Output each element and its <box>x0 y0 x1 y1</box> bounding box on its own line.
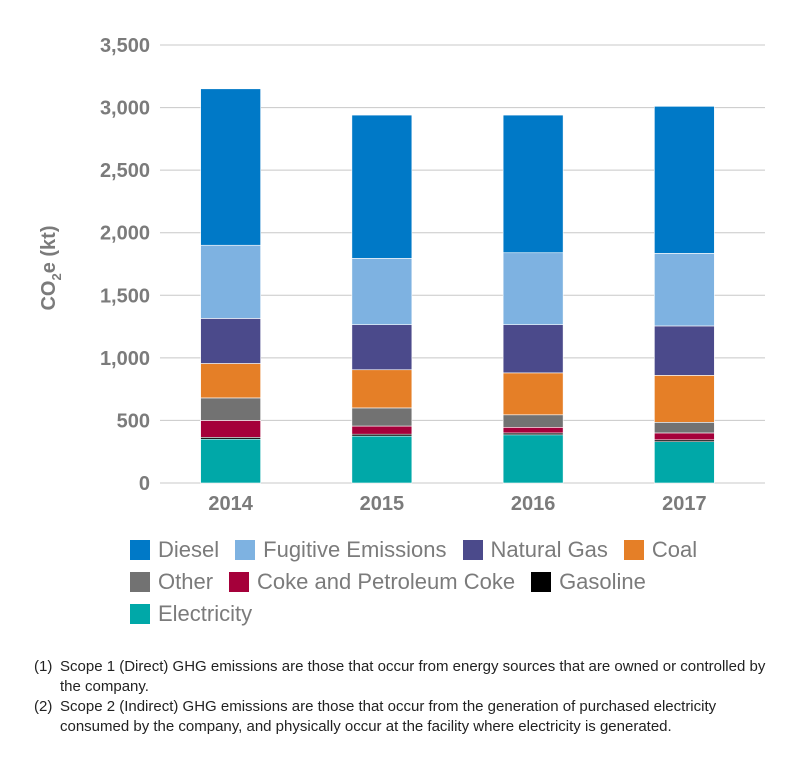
bar-segment-coke-and-petroleum-coke <box>654 432 715 441</box>
legend-item: Coke and Petroleum Coke <box>229 569 515 595</box>
legend-swatch <box>130 604 150 624</box>
x-axis-ticks: 2014 2015 2016 2017 <box>208 493 706 515</box>
bar-segment-electricity <box>502 434 564 484</box>
legend-swatch <box>130 540 150 560</box>
legend-item: Electricity <box>130 601 252 627</box>
legend-label: Electricity <box>158 601 253 626</box>
bar-segment-fugitive-emissions <box>654 253 715 327</box>
legend-swatch <box>229 572 250 592</box>
y-tick-label: 3,000 <box>100 98 150 120</box>
legend: Diesel Fugitive Emissions Natural Gas Coal O… <box>130 534 790 630</box>
legend-label: Coal <box>651 537 698 562</box>
bar-segment-natural-gas <box>654 325 715 376</box>
legend-row: Diesel Fugitive Emissions Natural Gas Coal <box>130 534 790 566</box>
x-tick-label: 2017 <box>662 493 707 515</box>
bar-segment-fugitive-emissions <box>502 252 564 325</box>
bar-segment-diesel <box>654 106 715 254</box>
legend-item: Coal <box>623 537 698 563</box>
footnote-2: (2) Scope 2 (Indirect) GHG emissions are… <box>34 697 774 737</box>
y-tick-label: 1,500 <box>100 285 150 307</box>
y-tick-label: 0 <box>139 473 150 495</box>
bar-segment-diesel <box>502 114 564 254</box>
legend-item: Fugitive Emissions <box>235 537 447 563</box>
legend-label: Gasoline <box>559 569 646 594</box>
y-tick-label: 3,500 <box>100 35 150 57</box>
bar-segment-other <box>502 414 564 428</box>
legend-swatch <box>235 540 256 560</box>
x-tick-label: 2016 <box>511 493 556 515</box>
bar-segment-coke-and-petroleum-coke <box>351 425 413 435</box>
bar-segment-electricity <box>200 438 261 484</box>
footnote-text: Scope 1 (Direct) GHG emissions are those… <box>60 658 766 695</box>
bar-segment-electricity <box>654 441 715 484</box>
bar-segment-natural-gas <box>502 324 564 374</box>
legend-label: Other <box>158 569 214 594</box>
legend-item: Other <box>130 569 213 595</box>
footnote-text: Scope 2 (Indirect) GHG emissions are tho… <box>60 698 717 735</box>
bar-segment-diesel <box>200 88 261 246</box>
legend-row: Electricity <box>130 598 790 630</box>
y-axis-label-subscript: 2 <box>49 273 64 280</box>
legend-item: Gasoline <box>531 569 646 595</box>
legend-label: Coke and Petroleum Coke <box>257 569 516 594</box>
bar-segment-coal <box>502 372 564 416</box>
legend-item: Natural Gas <box>462 537 608 563</box>
footnote-1: (1) Scope 1 (Direct) GHG emissions are t… <box>34 657 774 697</box>
y-tick-label: 500 <box>117 410 150 432</box>
legend-swatch <box>130 572 150 592</box>
legend-label: Diesel <box>158 537 220 562</box>
bar-segment-electricity <box>351 435 413 484</box>
bar-segment-coal <box>200 363 261 399</box>
bar-segment-natural-gas <box>200 318 261 364</box>
footnotes: (1) Scope 1 (Direct) GHG emissions are t… <box>34 657 774 737</box>
legend-label: Fugitive Emissions <box>263 537 447 562</box>
y-axis-ticks: 0 500 1,000 1,500 2,000 2,500 3,000 3,500 <box>100 35 150 495</box>
bar-segment-coal <box>351 369 413 409</box>
y-tick-label: 1,000 <box>100 348 150 370</box>
y-tick-label: 2,000 <box>100 223 150 245</box>
legend-label: Natural Gas <box>490 537 608 562</box>
bar-segment-other <box>351 407 413 427</box>
bar-segment-other <box>200 397 261 421</box>
bar-segment-coke-and-petroleum-coke <box>502 427 564 434</box>
bar-segment-diesel <box>351 114 413 259</box>
legend-swatch <box>462 540 483 560</box>
bar-segment-natural-gas <box>351 324 413 371</box>
legend-item: Diesel <box>130 537 219 563</box>
y-tick-label: 2,500 <box>100 160 150 182</box>
x-tick-label: 2015 <box>360 493 405 515</box>
legend-swatch <box>531 572 552 592</box>
legend-row: Other Coke and Petroleum Coke Gasoline <box>130 566 790 598</box>
y-axis-label: CO2e (kt) <box>38 225 64 310</box>
bar-segment-coal <box>654 375 715 423</box>
bar-segment-fugitive-emissions <box>200 244 261 319</box>
bars <box>200 88 715 484</box>
bar-segment-coke-and-petroleum-coke <box>200 420 261 438</box>
bar-segment-fugitive-emissions <box>351 258 413 325</box>
footnote-number: (1) <box>34 658 53 675</box>
x-tick-label: 2014 <box>208 493 253 515</box>
legend-swatch <box>623 540 644 560</box>
bar-segment-other <box>654 422 715 434</box>
footnote-number: (2) <box>34 698 53 715</box>
